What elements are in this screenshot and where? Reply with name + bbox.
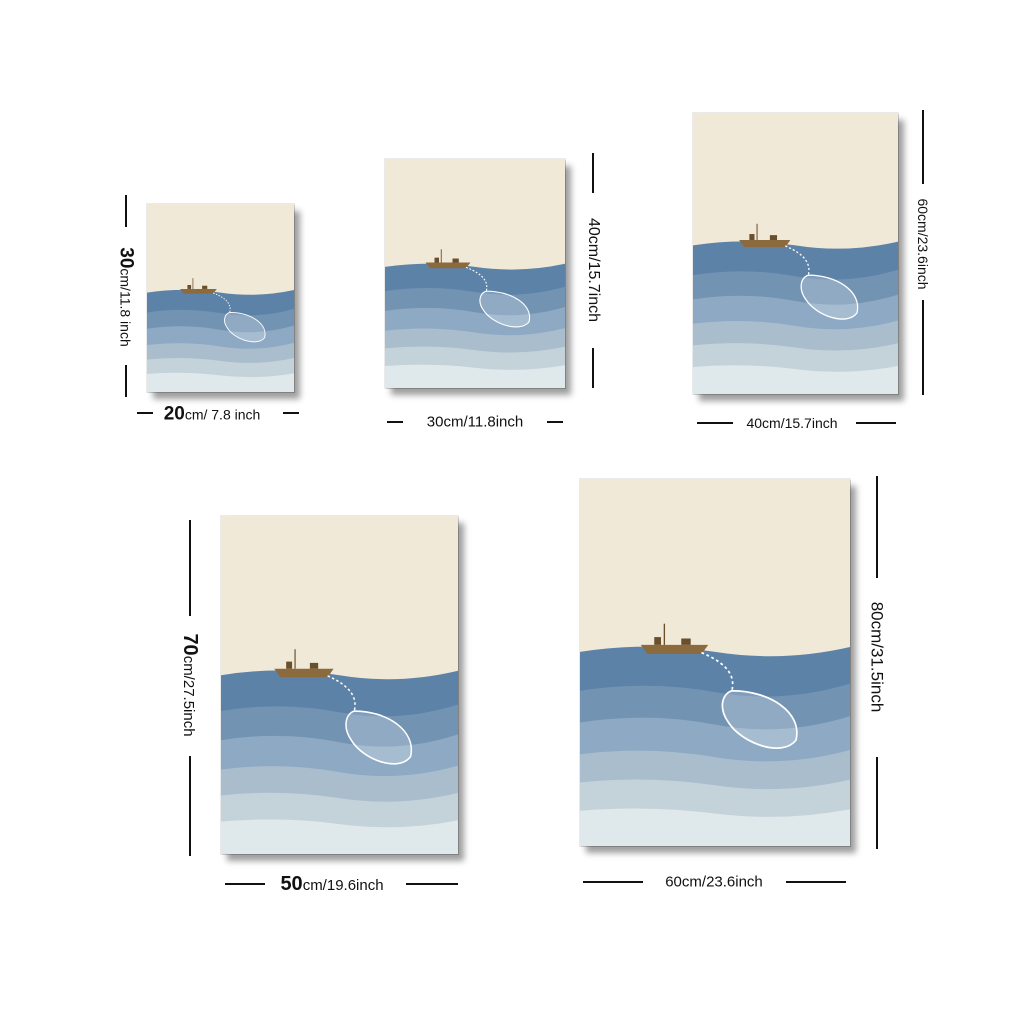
fishing-boat-icon	[739, 223, 791, 248]
width-unit: 30cm/11.8inch	[426, 413, 524, 431]
poster-30x40-cm	[384, 158, 566, 389]
height-number: 70	[179, 633, 201, 656]
sea-artwork	[693, 113, 898, 394]
height-label-70cm: 70cm/27.5inch	[179, 633, 201, 737]
height-label-80cm: 80cm/31.5inch	[867, 601, 887, 713]
fishing-net-icon	[465, 266, 531, 328]
height-number: 30	[115, 247, 137, 269]
height-unit: cm/27.5inch	[180, 655, 197, 737]
sea-artwork	[147, 204, 294, 392]
fishing-boat-icon	[274, 649, 334, 678]
width-unit: 60cm/23.6inch	[665, 873, 763, 891]
fishing-boat-icon	[425, 249, 471, 269]
fishing-net-icon	[785, 245, 859, 320]
width-number: 50	[280, 873, 303, 895]
poster-40x60-cm	[692, 112, 899, 395]
fishing-boat-icon	[640, 623, 709, 655]
sea-artwork	[580, 479, 850, 846]
height-unit: 40cm/15.7inch	[585, 217, 602, 323]
height-unit: cm/11.8 inch	[117, 268, 134, 347]
width-unit: cm/19.6inch	[302, 877, 384, 894]
fishing-net-icon	[212, 292, 266, 343]
height-label-30cm: 30cm/11.8 inch	[115, 247, 137, 347]
sea-artwork	[221, 516, 458, 854]
height-unit: 80cm/31.5inch	[867, 601, 887, 713]
poster-50x70-cm	[220, 515, 459, 855]
width-number: 20	[163, 403, 185, 425]
fishing-net-icon	[327, 675, 413, 765]
poster-20x30-cm	[146, 203, 295, 393]
height-label-40cm: 40cm/15.7inch	[585, 217, 602, 323]
width-label-40cm: 40cm/15.7inch	[746, 416, 837, 430]
sea-artwork	[385, 159, 565, 388]
width-label-50cm: 50cm/19.6inch	[280, 874, 383, 894]
poster-60x80-cm	[579, 478, 851, 847]
width-label-60cm: 60cm/23.6inch	[665, 875, 763, 890]
width-unit: cm/ 7.8 inch	[184, 406, 261, 423]
fishing-boat-icon	[180, 278, 217, 294]
width-label-20cm: 20cm/ 7.8 inch	[164, 405, 261, 424]
width-unit: 40cm/15.7inch	[746, 415, 838, 431]
height-unit: 60cm/23.6inch	[915, 198, 931, 290]
height-label-60cm: 60cm/23.6inch	[915, 198, 931, 290]
width-label-30cm: 30cm/11.8inch	[427, 415, 523, 430]
fishing-net-icon	[701, 651, 798, 749]
